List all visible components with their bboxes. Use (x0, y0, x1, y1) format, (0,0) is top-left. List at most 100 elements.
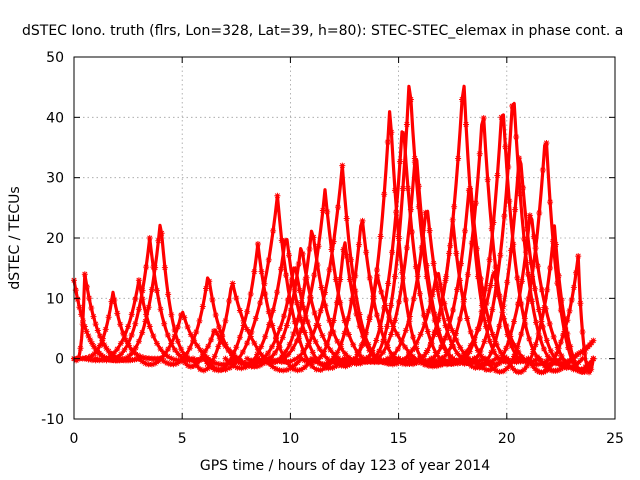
data-point (450, 306, 457, 313)
data-point (241, 360, 248, 367)
data-point (168, 311, 175, 318)
data-point (475, 360, 482, 367)
data-point (507, 333, 514, 340)
data-point (587, 361, 594, 368)
data-point (318, 284, 325, 291)
data-point (487, 282, 494, 289)
data-point (298, 366, 305, 373)
data-point (498, 114, 505, 121)
data-point (108, 298, 115, 305)
data-point (415, 183, 422, 190)
data-point (552, 241, 559, 248)
data-point (300, 349, 307, 356)
data-point (204, 365, 211, 372)
data-point (119, 356, 126, 363)
data-point (358, 354, 365, 361)
data-point (389, 358, 396, 365)
data-point (417, 331, 424, 338)
data-point (298, 299, 305, 306)
data-point (407, 96, 414, 103)
data-point (244, 308, 251, 315)
data-point (196, 317, 203, 324)
data-point (478, 357, 485, 364)
data-point (107, 353, 114, 360)
data-point (317, 307, 324, 314)
data-point (83, 283, 90, 290)
data-point (406, 355, 413, 362)
data-point (482, 355, 489, 362)
data-point (472, 200, 479, 207)
data-point (132, 296, 139, 303)
data-point (489, 361, 496, 368)
data-point (179, 355, 186, 362)
data-point (244, 340, 251, 347)
data-point (502, 143, 509, 150)
data-point (403, 358, 410, 365)
data-point (412, 263, 419, 270)
data-point (402, 327, 409, 334)
data-point (553, 350, 560, 357)
data-point (451, 203, 458, 210)
data-point (307, 359, 314, 366)
data-point (158, 230, 165, 237)
data-point (469, 207, 476, 214)
data-point (187, 331, 194, 338)
data-point (96, 342, 103, 349)
data-point (322, 289, 329, 296)
data-point (551, 355, 558, 362)
data-point (435, 359, 442, 366)
data-point (431, 311, 438, 318)
data-point (482, 323, 489, 330)
data-point (226, 298, 233, 305)
data-point (101, 341, 108, 348)
data-point (114, 354, 121, 361)
data-point (545, 360, 552, 367)
data-point (423, 262, 430, 269)
data-point (570, 284, 577, 291)
data-point (283, 272, 290, 279)
data-point (338, 362, 345, 369)
data-point (254, 363, 261, 370)
data-point (521, 366, 528, 373)
data-point (327, 358, 334, 365)
data-point (384, 139, 391, 146)
data-point (247, 290, 254, 297)
data-point (226, 364, 233, 371)
data-point (366, 313, 373, 320)
data-point (462, 354, 469, 361)
data-point (337, 299, 344, 306)
data-point (353, 311, 360, 318)
data-point (326, 317, 333, 324)
data-point (342, 363, 349, 370)
data-point (229, 352, 236, 359)
data-point (225, 346, 232, 353)
data-point (343, 215, 350, 222)
data-point (547, 199, 554, 206)
data-point (442, 358, 449, 365)
data-point (445, 349, 452, 356)
data-point (455, 155, 462, 162)
data-point (116, 357, 123, 364)
data-point (157, 306, 164, 313)
data-point (236, 334, 243, 341)
data-point (401, 131, 408, 138)
data-point (244, 326, 251, 333)
data-point (442, 335, 449, 342)
data-point (190, 355, 197, 362)
data-point (566, 307, 573, 314)
data-point (330, 328, 337, 335)
data-point (215, 343, 222, 350)
data-point (267, 354, 274, 361)
data-point (168, 355, 175, 362)
data-point (434, 286, 441, 293)
data-point (206, 278, 213, 285)
data-point (492, 263, 499, 270)
data-point (343, 253, 350, 260)
data-point (376, 354, 383, 361)
data-point (291, 318, 298, 325)
data-point (405, 352, 412, 359)
data-point (516, 155, 523, 162)
data-point (89, 357, 96, 364)
data-point (289, 345, 296, 352)
data-point (230, 357, 237, 364)
